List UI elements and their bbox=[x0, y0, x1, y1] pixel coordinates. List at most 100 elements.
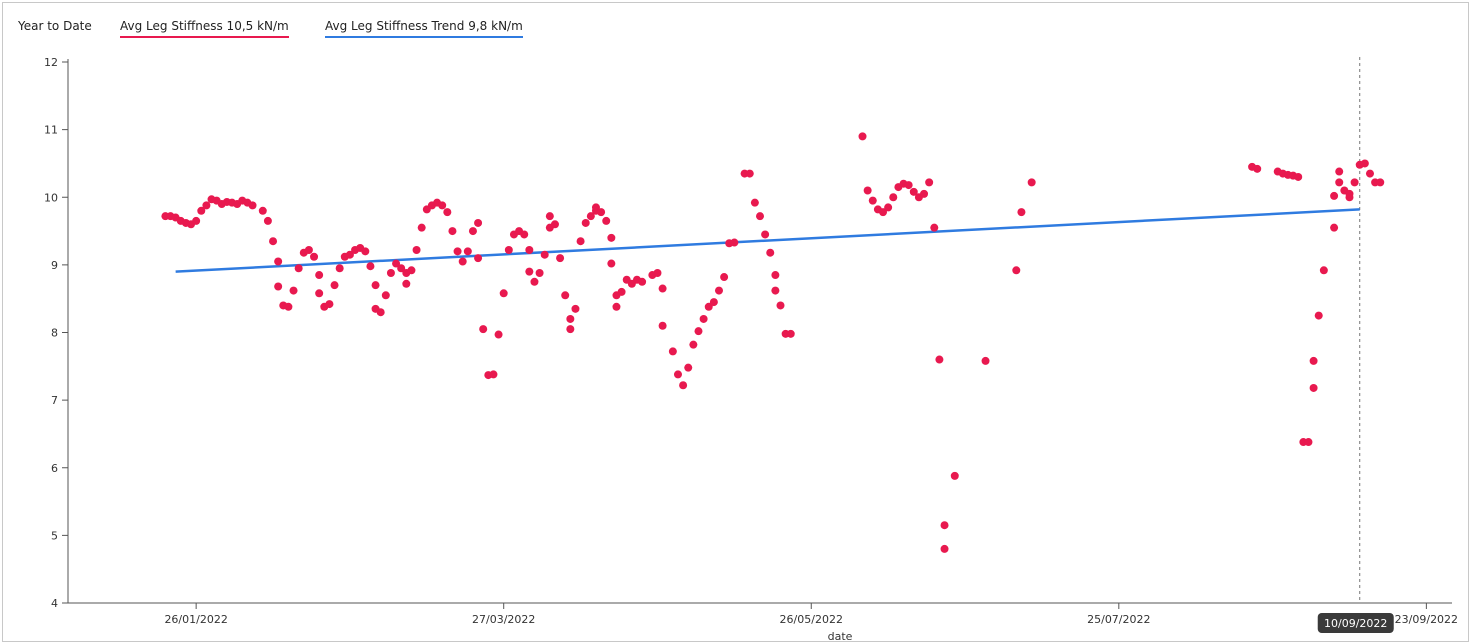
y-tick-label: 4 bbox=[51, 597, 58, 610]
data-point bbox=[263, 216, 272, 225]
data-point bbox=[658, 321, 667, 330]
data-point bbox=[304, 245, 313, 254]
y-tick-label: 5 bbox=[51, 529, 58, 542]
data-point bbox=[458, 257, 467, 266]
data-point bbox=[571, 304, 580, 313]
data-point bbox=[540, 250, 549, 259]
data-point bbox=[453, 247, 462, 256]
data-point bbox=[673, 370, 682, 379]
data-point bbox=[561, 291, 570, 300]
data-point bbox=[704, 302, 713, 311]
data-point bbox=[1330, 223, 1339, 232]
data-point bbox=[556, 254, 565, 263]
data-point bbox=[443, 208, 452, 217]
data-point bbox=[930, 223, 939, 232]
data-point bbox=[269, 237, 278, 246]
crosshair-date-label: 10/09/2022 bbox=[1324, 617, 1387, 630]
x-tick-label: 26/05/2022 bbox=[780, 613, 843, 626]
data-point bbox=[197, 206, 206, 215]
data-point bbox=[884, 203, 893, 212]
y-tick-label: 6 bbox=[51, 462, 58, 475]
data-point bbox=[709, 298, 718, 307]
data-point bbox=[525, 267, 534, 276]
data-point bbox=[602, 216, 611, 225]
data-point bbox=[202, 201, 211, 210]
data-point bbox=[412, 245, 421, 254]
data-point bbox=[1017, 208, 1026, 217]
data-point bbox=[684, 363, 693, 372]
data-point bbox=[525, 245, 534, 254]
data-point bbox=[310, 252, 319, 261]
data-point bbox=[489, 370, 498, 379]
data-point bbox=[576, 237, 585, 246]
data-point bbox=[766, 248, 775, 257]
data-point bbox=[1314, 311, 1323, 320]
data-point bbox=[448, 227, 457, 236]
legend-avg-leg-stiffness[interactable]: Avg Leg Stiffness 10,5 kN/m bbox=[120, 19, 289, 38]
x-axis-label: date bbox=[828, 630, 853, 643]
data-point bbox=[868, 196, 877, 205]
data-point bbox=[474, 254, 483, 263]
data-point bbox=[756, 212, 764, 221]
data-point bbox=[904, 181, 913, 190]
data-point bbox=[248, 201, 257, 210]
data-point bbox=[550, 220, 559, 229]
data-point bbox=[381, 291, 390, 300]
data-point bbox=[694, 327, 703, 336]
data-point bbox=[653, 268, 662, 277]
data-point bbox=[1319, 266, 1328, 275]
x-tick-label: 26/01/2022 bbox=[164, 613, 227, 626]
data-point bbox=[397, 264, 406, 273]
data-point bbox=[315, 289, 324, 298]
data-point bbox=[607, 233, 616, 242]
data-point bbox=[761, 230, 770, 239]
data-point bbox=[1365, 169, 1374, 178]
crosshair-date-badge bbox=[1317, 613, 1394, 633]
data-point bbox=[402, 279, 411, 288]
y-tick-label: 10 bbox=[44, 191, 58, 204]
data-point bbox=[668, 347, 677, 356]
data-point bbox=[612, 302, 621, 311]
data-point bbox=[591, 203, 600, 212]
data-point bbox=[679, 381, 688, 390]
data-point bbox=[935, 355, 944, 364]
data-point bbox=[940, 521, 949, 530]
data-point bbox=[1345, 189, 1354, 198]
y-tick-label: 12 bbox=[44, 56, 58, 69]
data-point bbox=[392, 259, 401, 268]
data-point bbox=[361, 247, 370, 256]
data-point bbox=[192, 216, 201, 225]
data-point bbox=[879, 208, 888, 217]
data-point bbox=[417, 223, 426, 232]
data-point bbox=[586, 212, 595, 221]
data-point bbox=[771, 271, 780, 280]
data-point bbox=[730, 238, 739, 247]
data-point bbox=[658, 284, 667, 293]
data-point bbox=[386, 268, 395, 277]
data-point bbox=[858, 132, 867, 141]
x-tick-label: 23/09/2022 bbox=[1395, 613, 1458, 626]
data-point bbox=[1309, 356, 1318, 365]
y-tick-label: 8 bbox=[51, 327, 58, 340]
data-point bbox=[981, 356, 990, 365]
data-point bbox=[504, 245, 513, 254]
data-point bbox=[617, 287, 626, 296]
data-point bbox=[699, 314, 708, 323]
data-point bbox=[258, 206, 267, 215]
data-point bbox=[284, 302, 293, 311]
data-point bbox=[479, 325, 488, 334]
data-point bbox=[786, 329, 795, 338]
data-point bbox=[566, 314, 575, 323]
data-point bbox=[771, 286, 780, 295]
data-point bbox=[889, 193, 898, 202]
trend-line bbox=[175, 208, 1360, 273]
data-point bbox=[1330, 191, 1339, 200]
data-point bbox=[1027, 178, 1036, 187]
data-point bbox=[315, 271, 324, 280]
data-point bbox=[1376, 178, 1385, 187]
y-tick-label: 9 bbox=[51, 259, 58, 272]
data-point bbox=[330, 281, 339, 290]
y-tick-label: 11 bbox=[44, 124, 58, 137]
legend-avg-leg-stiffness-trend[interactable]: Avg Leg Stiffness Trend 9,8 kN/m bbox=[325, 19, 523, 38]
